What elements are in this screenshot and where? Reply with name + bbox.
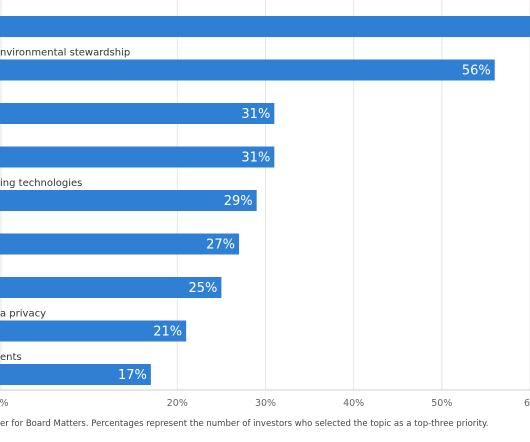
x-tick-label: 20% (167, 398, 188, 409)
category-label: a privacy (0, 309, 46, 320)
x-tick-label: 0% (0, 398, 9, 409)
value-label: 31% (241, 107, 270, 122)
value-label: 25% (189, 281, 218, 296)
x-tick-label: 30% (255, 398, 276, 409)
value-label: 29% (224, 194, 253, 209)
x-tick-label: 40% (343, 398, 364, 409)
x-axis: 0% 20% 30% 40% 50% 60 (0, 389, 530, 409)
x-tick-label: 50% (431, 398, 452, 409)
value-label: 21% (153, 325, 182, 340)
bar (0, 146, 275, 168)
category-label: ing technologies (0, 178, 82, 189)
category-label: nvironmental stewardship (0, 48, 130, 59)
value-label: 27% (206, 238, 235, 253)
bar (0, 364, 151, 385)
value-label: 56% (462, 64, 491, 79)
value-label: 31% (241, 151, 270, 166)
x-tick-label: 60 (524, 398, 530, 409)
category-label: ents (0, 352, 22, 363)
bar (0, 320, 187, 342)
bar (0, 103, 275, 124)
bar (0, 16, 530, 37)
labels: nvironmental stewardship 56% 31% 31% ing tec… (0, 48, 491, 384)
bar (0, 190, 257, 211)
value-label: 17% (118, 368, 147, 383)
source-note: er for Board Matters. Percentages repres… (0, 419, 489, 429)
bars (0, 16, 530, 385)
bar (0, 233, 240, 255)
bar (0, 59, 495, 81)
bar (0, 277, 222, 298)
